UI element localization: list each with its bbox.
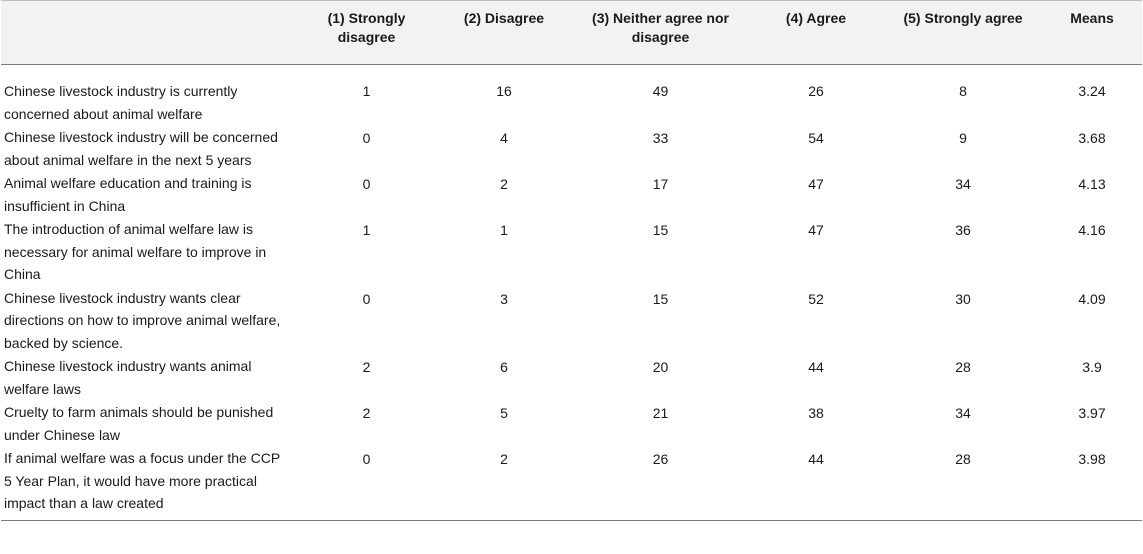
table-row: Animal welfare education and training is… [1, 171, 1142, 217]
cell-disagree: 5 [500, 405, 508, 421]
cell-agree: 47 [808, 176, 824, 192]
header-strongly-agree: (5) Strongly agree [884, 0, 1042, 65]
cell-neither: 20 [652, 359, 669, 375]
survey-results-table: (1) Strongly disagree (2) Disagree (3) N… [1, 0, 1142, 521]
cell-neither: 26 [573, 446, 748, 521]
table-row: Chinese livestock industry wants animal … [1, 354, 1142, 400]
cell-agree: 44 [808, 359, 824, 375]
cell-strongly-disagree: 1 [362, 222, 371, 238]
cell-disagree: 6 [500, 359, 508, 375]
row-statement: Cruelty to farm animals should be punish… [4, 404, 274, 443]
cell-means: 3.98 [1042, 446, 1142, 521]
cell-neither: 33 [652, 130, 669, 146]
header-statement [1, 0, 298, 65]
cell-agree: 54 [808, 130, 824, 146]
header-disagree: (2) Disagree [435, 0, 573, 65]
cell-neither: 15 [652, 222, 669, 238]
table-row: The introduction of animal welfare law i… [1, 217, 1142, 286]
cell-strongly-agree: 8 [959, 83, 967, 99]
header-agree: (4) Agree [748, 0, 884, 65]
cell-neither: 17 [652, 176, 669, 192]
cell-disagree: 16 [496, 83, 512, 99]
table-row: Chinese livestock industry wants clear d… [1, 286, 1142, 355]
cell-agree: 47 [808, 222, 824, 238]
cell-disagree: 1 [500, 222, 508, 238]
cell-strongly-disagree: 0 [362, 176, 371, 192]
cell-disagree: 4 [500, 130, 508, 146]
row-statement: Chinese livestock industry will be conce… [4, 129, 278, 168]
cell-means: 3.97 [1078, 405, 1106, 421]
cell-means: 3.9 [1082, 359, 1102, 375]
cell-disagree: 2 [500, 176, 508, 192]
cell-means: 4.09 [1078, 290, 1106, 307]
table-header: (1) Strongly disagree (2) Disagree (3) N… [1, 0, 1142, 65]
cell-strongly-agree: 9 [959, 130, 967, 146]
cell-strongly-agree: 28 [884, 446, 1042, 521]
cell-strongly-agree: 36 [955, 222, 971, 238]
cell-strongly-disagree: 1 [362, 83, 371, 99]
row-statement: If animal welfare was a focus under the … [1, 446, 298, 521]
cell-means: 3.24 [1078, 83, 1106, 99]
cell-neither: 15 [652, 290, 669, 307]
cell-means: 4.13 [1078, 176, 1106, 192]
cell-means: 4.16 [1078, 222, 1106, 238]
header-means: Means [1042, 0, 1142, 65]
table-body: Chinese livestock industry is currently … [1, 65, 1142, 521]
row-statement: Chinese livestock industry wants animal … [4, 358, 252, 397]
row-statement: The introduction of animal welfare law i… [4, 221, 267, 282]
table-row: Cruelty to farm animals should be punish… [1, 400, 1142, 446]
cell-means: 3.68 [1078, 130, 1106, 146]
cell-strongly-agree: 28 [955, 359, 971, 375]
cell-strongly-disagree: 0 [362, 130, 371, 146]
header-row: (1) Strongly disagree (2) Disagree (3) N… [1, 0, 1142, 65]
cell-strongly-disagree: 2 [362, 405, 371, 421]
table-row: Chinese livestock industry is currently … [1, 65, 1142, 126]
cell-agree: 38 [808, 405, 824, 421]
header-strongly-disagree: (1) Strongly disagree [298, 0, 435, 65]
row-statement: Chinese livestock industry is currently … [4, 83, 238, 122]
cell-neither: 49 [652, 83, 669, 99]
table-row: Chinese livestock industry will be conce… [1, 125, 1142, 171]
cell-strongly-agree: 34 [955, 176, 971, 192]
cell-agree: 44 [748, 446, 884, 521]
cell-agree: 52 [808, 290, 824, 307]
cell-agree: 26 [808, 83, 824, 99]
row-statement: Chinese livestock industry wants clear d… [4, 289, 281, 351]
cell-disagree: 3 [500, 290, 508, 307]
cell-disagree: 2 [435, 446, 573, 521]
cell-strongly-disagree: 0 [362, 290, 371, 307]
row-statement: Animal welfare education and training is… [4, 175, 252, 214]
cell-strongly-agree: 34 [955, 405, 971, 421]
cell-strongly-agree: 30 [955, 290, 971, 307]
cell-strongly-disagree: 0 [298, 446, 435, 521]
cell-strongly-disagree: 2 [362, 359, 371, 375]
table-row: If animal welfare was a focus under the … [1, 446, 1142, 521]
header-neither: (3) Neither agree nor disagree [573, 0, 748, 65]
cell-neither: 21 [652, 405, 669, 421]
